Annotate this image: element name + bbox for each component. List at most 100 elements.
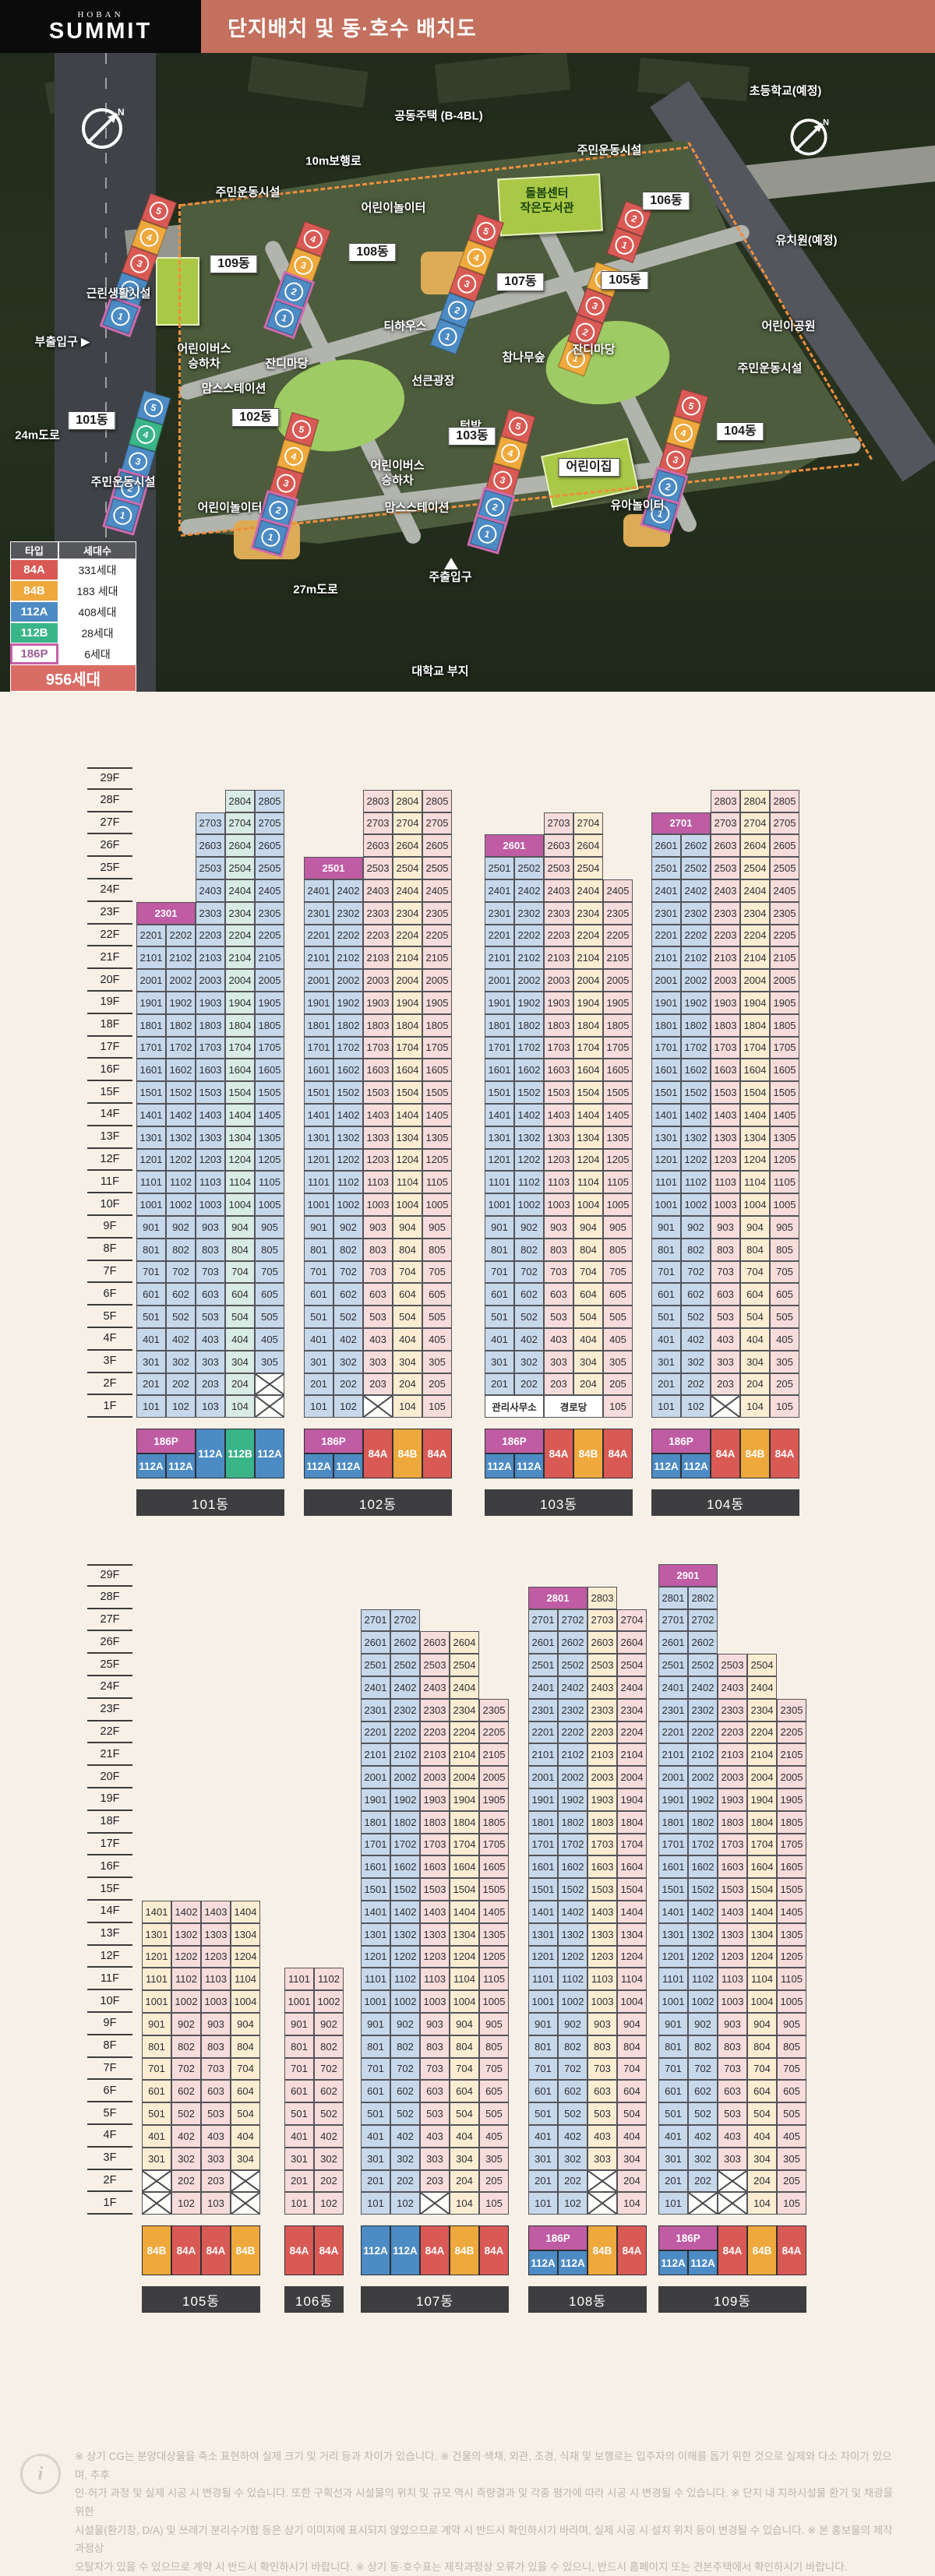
footer-type: 112A bbox=[390, 2225, 420, 2275]
unit-cell: 2004 bbox=[225, 969, 255, 992]
legend-header-count: 세대수 bbox=[58, 541, 136, 559]
unit-cell: 2303 bbox=[711, 901, 740, 925]
unit-cell: 1401 bbox=[651, 1103, 681, 1126]
unit-cell: 2105 bbox=[770, 946, 799, 970]
unit-cell: 2003 bbox=[420, 1766, 450, 1788]
type-footer-106동: 84A 84A bbox=[284, 2225, 344, 2275]
map-building-label: 103동 bbox=[448, 427, 496, 446]
unit-cell: 2205 bbox=[777, 1721, 806, 1744]
unit-cell: 1202 bbox=[514, 1148, 544, 1172]
legend-count: 331세대 bbox=[58, 559, 136, 580]
unit-cell: 1302 bbox=[390, 1922, 420, 1946]
footer-type: 112A bbox=[688, 2250, 718, 2275]
map-label: 근린생활시설 bbox=[86, 287, 151, 301]
floor-axis-label: 12F bbox=[87, 1946, 132, 1968]
legend-total-row: 956세대 bbox=[10, 664, 136, 692]
unit-cell: 2405 bbox=[770, 879, 799, 902]
unit-cell: 402 bbox=[314, 2124, 344, 2148]
unit-cell: 2202 bbox=[166, 924, 196, 947]
unit-cell: 2803 bbox=[363, 789, 393, 812]
unit-cell: 1201 bbox=[136, 1148, 166, 1172]
legend-row: 112A 408세대 bbox=[10, 601, 136, 622]
unit-cell: 2605 bbox=[422, 834, 452, 858]
map-label: 티하우스 bbox=[383, 319, 427, 333]
unit-cell: 1904 bbox=[450, 1788, 479, 1811]
unit-cell: 1503 bbox=[718, 1878, 747, 1901]
unit-cell: 1801 bbox=[304, 1013, 333, 1037]
unit-cell: 602 bbox=[681, 1283, 711, 1306]
unit-cell: 1704 bbox=[740, 1036, 770, 1059]
unit-cell: 2603 bbox=[420, 1631, 450, 1654]
building-name-bar: 106동 bbox=[284, 2286, 344, 2313]
unit-cell: 205 bbox=[770, 1373, 799, 1396]
unit-cell: 605 bbox=[479, 2080, 509, 2103]
unit-cell: 1103 bbox=[711, 1171, 740, 1194]
unit-cell: 1704 bbox=[225, 1036, 255, 1059]
unit-cell: 304 bbox=[393, 1350, 422, 1373]
unit-cell: 2605 bbox=[255, 834, 284, 858]
unit-cell: 1002 bbox=[688, 1990, 718, 2013]
unit-cell: 2602 bbox=[681, 834, 711, 858]
unit-cell: 305 bbox=[603, 1350, 633, 1373]
building-name-bar: 101동 bbox=[136, 1489, 284, 1516]
unit-cell: 1901 bbox=[304, 991, 333, 1014]
unit-cell: 2005 bbox=[255, 969, 284, 992]
footer-type: 84B bbox=[740, 1429, 770, 1478]
floor-axis-label: 10F bbox=[87, 1990, 132, 2013]
unit-grid-109동: 2901 2801 2802 2701 2702 2601 2602 2501 2502 2503… bbox=[658, 1564, 806, 2215]
retail-building bbox=[156, 257, 199, 326]
unit-cell: 201 bbox=[651, 1373, 681, 1396]
unit-cell: 803 bbox=[363, 1238, 393, 1261]
unit-cell: 2105 bbox=[255, 946, 284, 970]
unit-cell: 2601 bbox=[361, 1631, 390, 1654]
unit-cell: 1804 bbox=[617, 1810, 647, 1834]
unit-cell: 1705 bbox=[255, 1036, 284, 1059]
unit-cell: 1303 bbox=[201, 1922, 231, 1946]
unit-cell: 2205 bbox=[255, 924, 284, 947]
unit-cell: 1402 bbox=[688, 1900, 718, 1923]
unit-cell: 2004 bbox=[617, 1766, 647, 1788]
unit-cell: 2101 bbox=[658, 1743, 688, 1767]
unit-cell: 2305 bbox=[422, 901, 452, 925]
unit-cell: 1304 bbox=[450, 1922, 479, 1946]
unit-cell: 2805 bbox=[770, 789, 799, 812]
unit-cell: 202 bbox=[314, 2169, 344, 2193]
neighbor-building bbox=[247, 55, 369, 108]
unit-cell: 1203 bbox=[363, 1148, 393, 1172]
unit-cell: 901 bbox=[528, 2012, 558, 2035]
unit-cell: 801 bbox=[361, 2035, 390, 2058]
unit-cell: 2403 bbox=[363, 879, 393, 902]
unit-cell: 902 bbox=[166, 1215, 196, 1239]
unit-cell: 1403 bbox=[420, 1900, 450, 1923]
unit-cell: 2205 bbox=[479, 1721, 509, 1744]
unit-cell: 305 bbox=[770, 1350, 799, 1373]
footer-type: 84A bbox=[314, 2225, 344, 2275]
map-label: 어린이버스 승하차 bbox=[177, 342, 231, 370]
unit-cell: 505 bbox=[479, 2102, 509, 2125]
unit-cell: 102 bbox=[681, 1395, 711, 1418]
unit-cell: 605 bbox=[770, 1283, 799, 1306]
unit-cell: 2702 bbox=[390, 1609, 420, 1632]
no-unit-cell bbox=[718, 2192, 747, 2215]
unit-cell: 2501 bbox=[658, 1654, 688, 1676]
unit-cell: 1505 bbox=[255, 1081, 284, 1104]
unit-cell: 603 bbox=[201, 2080, 231, 2103]
unit-cell: 903 bbox=[718, 2012, 747, 2035]
unit-cell: 1902 bbox=[558, 1788, 587, 1811]
map-label: 24m도로 bbox=[15, 428, 60, 442]
unit-cell: 203 bbox=[544, 1373, 573, 1396]
no-unit-cell bbox=[231, 2169, 260, 2193]
unit-cell: 1605 bbox=[422, 1059, 452, 1082]
unit-cell: 2402 bbox=[681, 879, 711, 902]
unit-cell: 2203 bbox=[711, 924, 740, 947]
unit-cell: 804 bbox=[747, 2035, 777, 2058]
floor-axis-label: 17F bbox=[87, 1834, 132, 1856]
unit-cell: 201 bbox=[284, 2169, 314, 2193]
unit-cell: 802 bbox=[314, 2035, 344, 2058]
unit-cell: 101 bbox=[284, 2192, 314, 2215]
unit-cell: 1405 bbox=[422, 1103, 452, 1126]
unit-cell: 1603 bbox=[711, 1059, 740, 1082]
floor-axis-label: 2F bbox=[87, 1373, 132, 1396]
unit-cell: 1303 bbox=[363, 1126, 393, 1149]
unit-cell: 2405 bbox=[603, 879, 633, 902]
